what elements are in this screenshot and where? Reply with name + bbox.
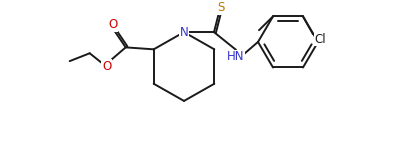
Text: O: O	[102, 60, 111, 73]
Text: O: O	[108, 18, 118, 31]
Text: N: N	[179, 26, 188, 39]
Text: S: S	[217, 1, 225, 14]
Text: Cl: Cl	[314, 32, 326, 46]
Text: HN: HN	[227, 50, 245, 63]
